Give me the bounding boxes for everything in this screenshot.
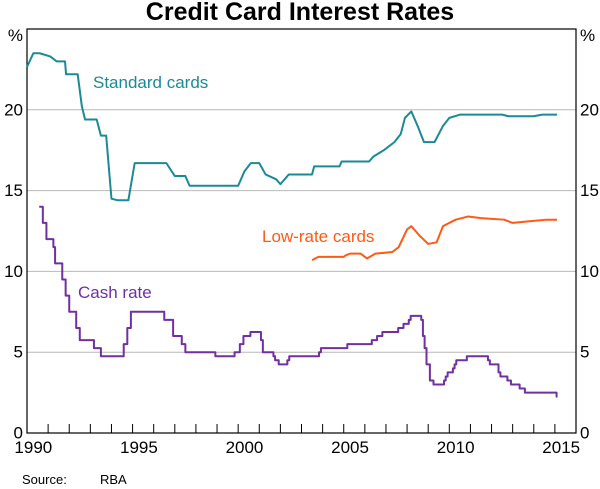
x-tick-label: 2010 — [437, 438, 475, 457]
y-tick-label-right: 15 — [580, 181, 599, 200]
y-tick-label-left: 15 — [4, 181, 23, 200]
x-tick-label: 2000 — [226, 438, 264, 457]
plot-frame — [26, 28, 577, 434]
series-label-lowrate: Low-rate cards — [262, 227, 374, 246]
y-tick-label-left: 0 — [14, 423, 23, 442]
series-label-cash: Cash rate — [78, 283, 152, 302]
series-label-standard: Standard cards — [93, 73, 208, 92]
series-line-standard — [26, 52, 557, 202]
y-tick-label-right: 20 — [580, 100, 599, 119]
y-tick-label-left: 20 — [4, 100, 23, 119]
series-line-cash — [39, 205, 558, 398]
x-tick-label: 2015 — [542, 438, 580, 457]
y-tick-label-right: 0 — [580, 423, 589, 442]
y-tick-label-left: 10 — [4, 262, 23, 281]
x-tick-label: 2005 — [331, 438, 369, 457]
y-tick-label-left: 5 — [14, 343, 23, 362]
chart-title: Credit Card Interest Rates — [145, 0, 455, 26]
y-unit-left: % — [8, 26, 23, 45]
x-tick-label: 1990 — [14, 438, 52, 457]
series-line-lowrate — [311, 215, 557, 261]
x-tick-label: 1995 — [120, 438, 158, 457]
source-label: Source: — [22, 472, 67, 487]
source-value: RBA — [100, 472, 127, 487]
y-tick-label-right: 5 — [580, 343, 589, 362]
y-tick-label-right: 10 — [580, 262, 599, 281]
y-unit-right: % — [580, 26, 595, 45]
